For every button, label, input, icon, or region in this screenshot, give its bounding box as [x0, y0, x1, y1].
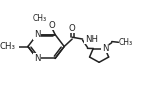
Text: O: O — [69, 24, 76, 33]
Text: CH₃: CH₃ — [0, 42, 16, 51]
Text: O: O — [48, 21, 55, 30]
Text: N: N — [34, 54, 40, 63]
Text: CH₃: CH₃ — [119, 37, 133, 46]
Text: NH: NH — [85, 35, 98, 44]
Text: N: N — [102, 44, 108, 53]
Text: N: N — [34, 30, 40, 39]
Text: CH₃: CH₃ — [33, 14, 47, 23]
